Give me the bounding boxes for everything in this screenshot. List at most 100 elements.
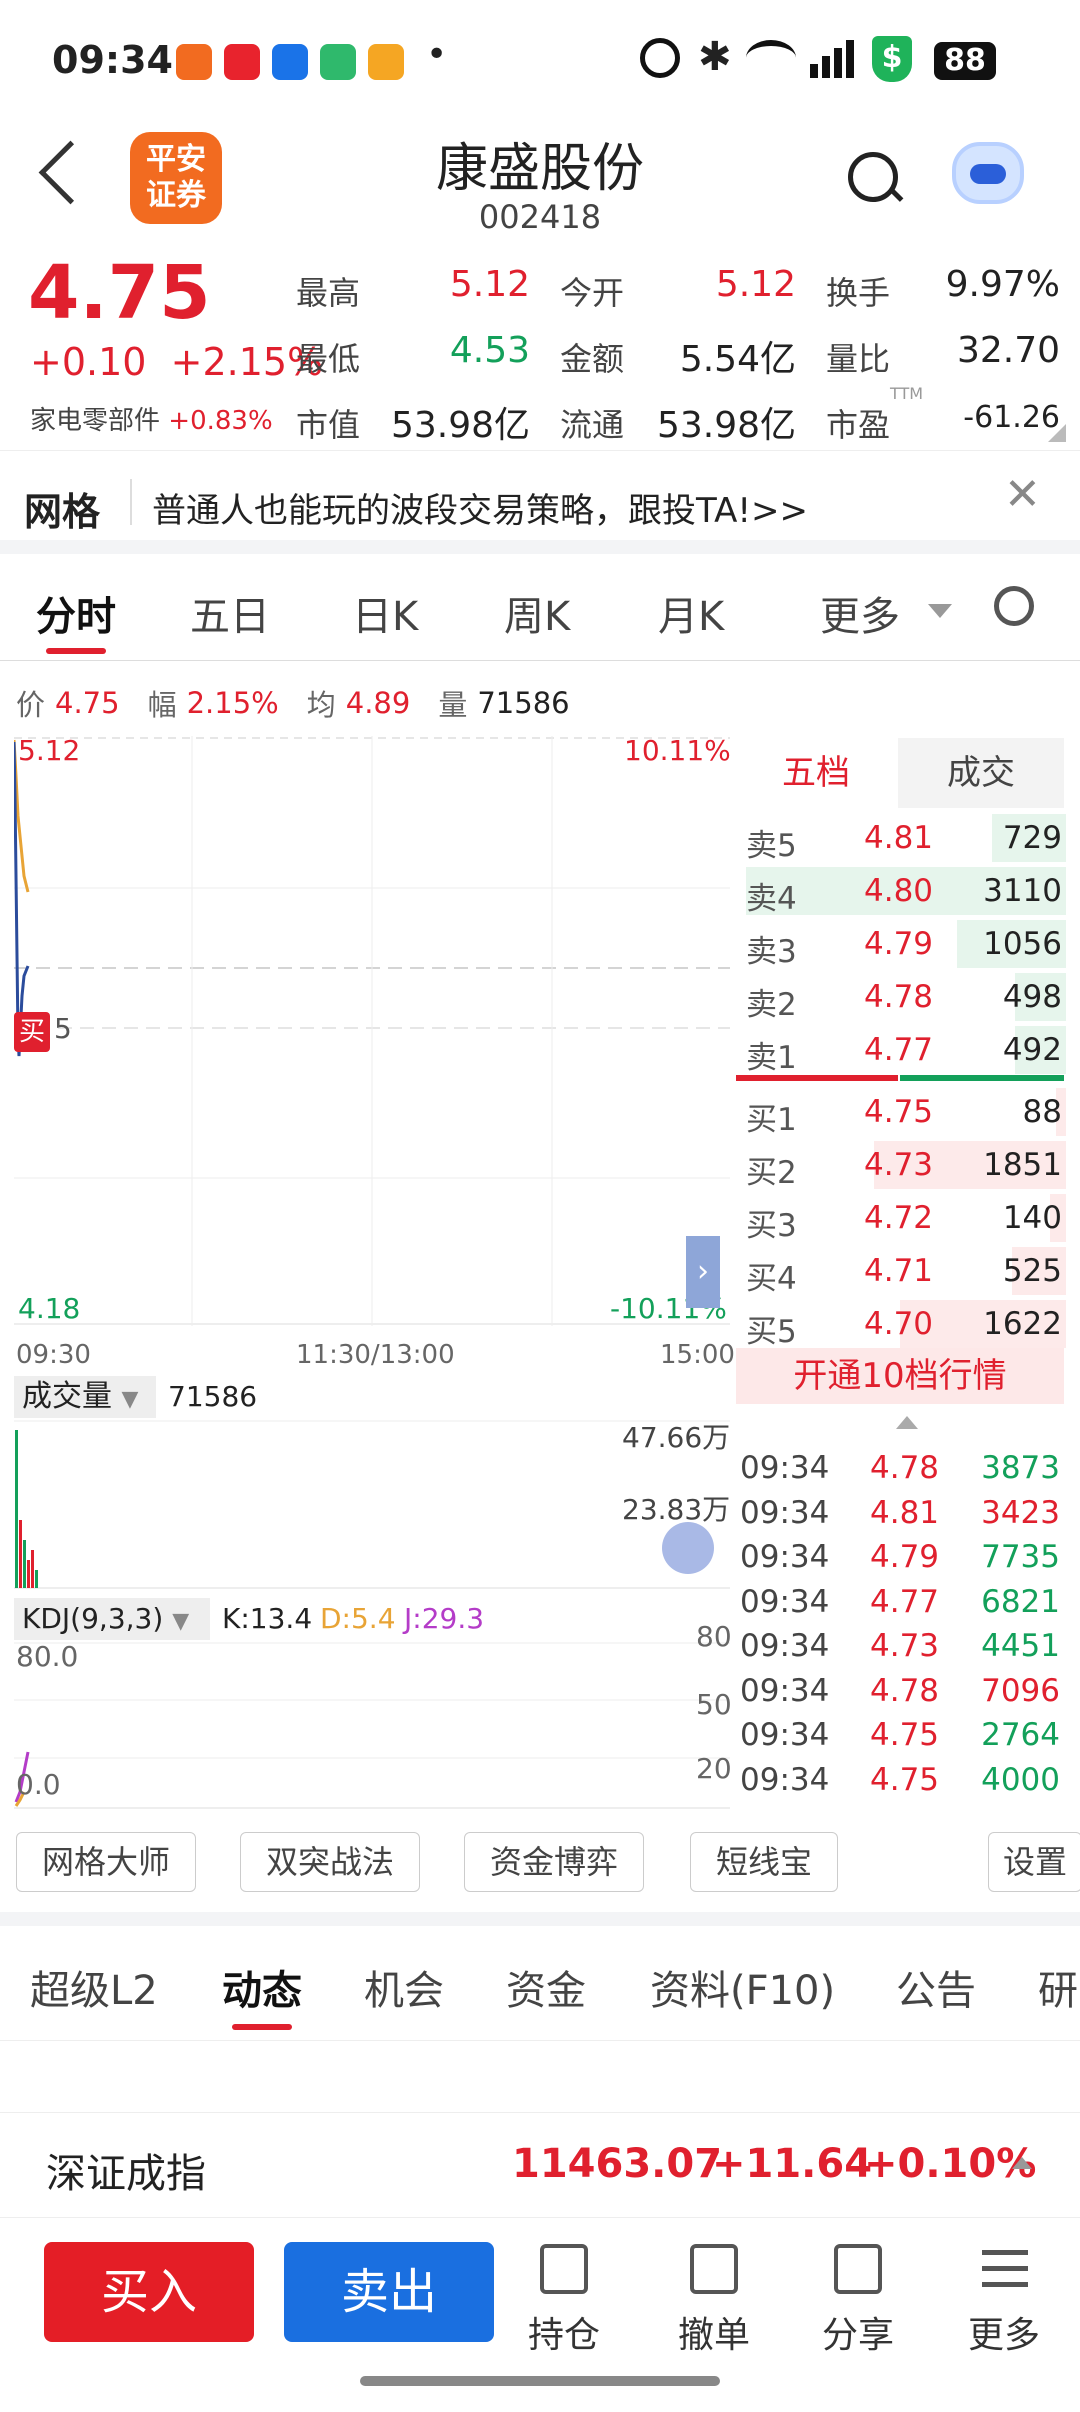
- home-indicator[interactable]: [360, 2376, 720, 2386]
- time-label: 15:00: [660, 1340, 735, 1370]
- app-notification-icon: [320, 44, 356, 80]
- volume-depth-bar: [1015, 973, 1066, 1021]
- chart-max-pct: 10.11%: [624, 734, 731, 767]
- trade-volume: 4451: [981, 1628, 1060, 1664]
- sector-info[interactable]: 家电零部件 +0.83%: [30, 400, 273, 437]
- stat-label: 流通: [560, 406, 625, 444]
- price-line: [12, 741, 30, 1057]
- stat-value: 4.53: [449, 330, 530, 371]
- section-divider: [0, 540, 1080, 554]
- holdings-icon[interactable]: [540, 2244, 588, 2294]
- kdj-chart: [14, 1642, 730, 1810]
- expand-orderbook-handle[interactable]: ›: [686, 1236, 720, 1308]
- stock-name: 康盛股份: [435, 139, 644, 199]
- stat-label: 市值: [296, 406, 361, 444]
- stat-value: 5.12: [715, 264, 796, 305]
- info-vol: 71586: [477, 686, 570, 720]
- tab-news-feed[interactable]: 动态: [222, 1968, 302, 2014]
- bid-level-row[interactable]: 买1 4.75 88: [740, 1086, 1066, 1138]
- tab-intraday[interactable]: 分时: [36, 594, 116, 640]
- broker-logo-text: 平安 证券: [146, 142, 206, 213]
- tab-super-l2[interactable]: 超级L2: [30, 1968, 158, 2014]
- tab-weekly-k[interactable]: 周K: [504, 594, 571, 640]
- tab-monthly-k[interactable]: 月K: [658, 594, 725, 640]
- broker-logo[interactable]: 平安 证券: [130, 132, 222, 224]
- scroll-up-icon[interactable]: [896, 1416, 918, 1429]
- time-label: 11:30/13:00: [296, 1340, 455, 1370]
- tool-grid-master[interactable]: 网格大师: [16, 1832, 196, 1892]
- ask-level-row[interactable]: 卖3 4.79 1056: [740, 918, 1066, 970]
- bid-level-row[interactable]: 买5 4.70 1622: [740, 1298, 1066, 1350]
- tab-trades[interactable]: 成交: [947, 753, 1015, 793]
- kdj-indicator-select[interactable]: KDJ(9,3,3) ▼: [14, 1598, 210, 1640]
- trade-price: 4.78: [870, 1450, 940, 1486]
- bid-level-row[interactable]: 买2 4.73 1851: [740, 1139, 1066, 1191]
- level-volume: 1622: [983, 1306, 1062, 1342]
- buy-marker[interactable]: 买: [14, 1012, 50, 1052]
- more-menu-icon[interactable]: [982, 2248, 1028, 2290]
- tab-announcements[interactable]: 公告: [896, 1968, 976, 2014]
- assistant-robot-icon[interactable]: [952, 142, 1024, 204]
- tool-settings[interactable]: 设置: [988, 1832, 1080, 1892]
- tab-capital[interactable]: 资金: [506, 1968, 586, 2014]
- tab-research[interactable]: 研: [1038, 1968, 1078, 2014]
- stat-value: 32.70: [956, 330, 1060, 371]
- tab-opportunity[interactable]: 机会: [364, 1968, 444, 2014]
- level-volume: 88: [1022, 1094, 1062, 1130]
- intraday-chart-svg: [12, 736, 730, 1326]
- tab-five-levels[interactable]: 五档: [734, 738, 898, 808]
- tool-short-term[interactable]: 短线宝: [690, 1832, 838, 1892]
- gear-icon[interactable]: [994, 586, 1034, 626]
- tab-active-indicator: [46, 648, 106, 654]
- tool-fund-game[interactable]: 资金博弈: [464, 1832, 644, 1892]
- volume-indicator-select[interactable]: 成交量 ▼: [14, 1376, 156, 1418]
- promo-banner[interactable]: 网格 普通人也能玩的波段交易策略，跟投TA!>> ✕: [0, 450, 1080, 547]
- index-ticker[interactable]: 深证成指 11463.07 +11.64 +0.10%: [0, 2112, 1080, 2218]
- chevron-down-icon: ▼: [121, 1387, 139, 1412]
- ask-level-row[interactable]: 卖4 4.80 3110: [740, 865, 1066, 917]
- stat-value: 53.98亿: [656, 405, 796, 446]
- wifi-icon: [746, 40, 796, 76]
- holdings-label[interactable]: 持仓: [527, 2315, 600, 2356]
- intraday-chart[interactable]: [12, 736, 730, 1326]
- chart-mid-label: 5: [54, 1012, 72, 1045]
- trade-price: 4.73: [870, 1628, 940, 1664]
- more-label[interactable]: 更多: [967, 2315, 1040, 2356]
- tab-daily-k[interactable]: 日K: [352, 594, 419, 640]
- trade-tick-row: 09:34 4.73 4451: [740, 1626, 1066, 1670]
- volume-depth-bar: [957, 920, 1066, 968]
- expand-corner-icon[interactable]: [1048, 424, 1066, 442]
- tab-more[interactable]: 更多: [820, 594, 900, 640]
- volume-depth-bar: [746, 867, 1066, 915]
- bid-level-row[interactable]: 买3 4.72 140: [740, 1192, 1066, 1244]
- fullscreen-icon[interactable]: [662, 1522, 714, 1574]
- tab-five-day[interactable]: 五日: [190, 594, 270, 640]
- battery-indicator: 88: [934, 42, 996, 80]
- level-label: 买5: [746, 1314, 797, 1350]
- stat-value: 5.54亿: [679, 339, 796, 380]
- ask-level-row[interactable]: 卖5 4.81 729: [740, 812, 1066, 864]
- sell-button[interactable]: 卖出: [284, 2242, 494, 2342]
- cancel-order-icon[interactable]: [690, 2244, 738, 2294]
- close-icon[interactable]: ✕: [1004, 469, 1041, 520]
- index-pct: +0.10%: [864, 2141, 1037, 2187]
- cancel-order-label[interactable]: 撤单: [677, 2315, 750, 2356]
- stat-label: 金额: [560, 340, 625, 378]
- trade-volume: 7096: [981, 1672, 1060, 1709]
- upgrade-10-levels-button[interactable]: 开通10档行情: [736, 1348, 1064, 1404]
- ask-level-row[interactable]: 卖1 4.77 492: [740, 1024, 1066, 1076]
- kdj-tick-right: 80: [696, 1620, 732, 1653]
- app-notification-icon: [272, 44, 308, 80]
- tab-f10[interactable]: 资料(F10): [650, 1968, 836, 2014]
- tool-double-breakout[interactable]: 双突战法: [240, 1832, 420, 1892]
- section-divider: [0, 1912, 1080, 1926]
- shield-icon: $: [872, 36, 912, 82]
- share-label[interactable]: 分享: [821, 2315, 894, 2356]
- share-icon[interactable]: [834, 2244, 882, 2294]
- buy-button[interactable]: 买入: [44, 2242, 254, 2342]
- search-icon[interactable]: [848, 152, 898, 202]
- banner-text: 普通人也能玩的波段交易策略，跟投TA!>>: [152, 491, 808, 531]
- kdj-tick-left: 80.0: [16, 1640, 79, 1673]
- ask-level-row[interactable]: 卖2 4.78 498: [740, 971, 1066, 1023]
- bid-level-row[interactable]: 买4 4.71 525: [740, 1245, 1066, 1297]
